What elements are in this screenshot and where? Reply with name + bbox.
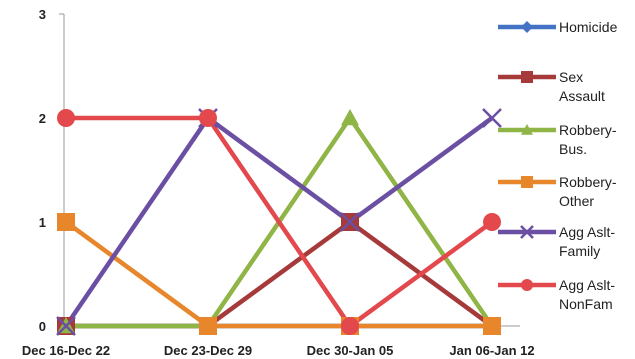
legend-item: Robbery- Other bbox=[498, 174, 617, 209]
legend-label: Family bbox=[559, 243, 600, 259]
legend-label: Other bbox=[559, 193, 594, 209]
data-point-marker bbox=[57, 213, 75, 231]
series-line bbox=[64, 220, 492, 329]
x-tick-label: Dec 16-Dec 22 bbox=[22, 343, 110, 358]
legend-swatch-marker bbox=[521, 124, 533, 135]
legend-swatch-marker bbox=[521, 279, 533, 291]
series-line bbox=[64, 114, 494, 328]
data-point-marker bbox=[57, 109, 75, 127]
legend-label: Sex bbox=[559, 69, 583, 85]
data-point-marker bbox=[340, 212, 360, 232]
legend-item: Robbery- Bus. bbox=[498, 122, 617, 157]
series-markers bbox=[56, 108, 502, 336]
legend-label: Assault bbox=[559, 88, 605, 104]
legend-item: Homicide bbox=[498, 19, 618, 35]
x-tick-label: Dec 30-Jan 05 bbox=[307, 343, 394, 358]
y-tick-label: 0 bbox=[39, 319, 46, 334]
legend-label: Homicide bbox=[559, 19, 618, 35]
y-tick-label: 3 bbox=[39, 7, 46, 22]
data-point-marker bbox=[341, 109, 359, 126]
legend-swatch-marker bbox=[521, 71, 533, 83]
series-line bbox=[66, 219, 494, 329]
y-tick-label: 2 bbox=[39, 111, 46, 126]
legend-label: Agg Aslt- bbox=[559, 224, 615, 240]
legend-label: Bus. bbox=[559, 141, 587, 157]
legend-swatch-marker bbox=[521, 21, 533, 33]
legend-label: NonFam bbox=[559, 296, 613, 312]
data-point-marker bbox=[482, 108, 502, 128]
series-line bbox=[66, 115, 494, 330]
data-point-marker bbox=[483, 317, 501, 335]
legend-swatch-marker bbox=[520, 225, 534, 239]
data-point-marker bbox=[56, 316, 76, 336]
x-tick-label: Dec 23-Dec 29 bbox=[164, 343, 252, 358]
chart-axes: 0 1 2 3 Dec 16-Dec 22 Dec 23-Dec 29 Dec 30-Jan… bbox=[22, 7, 535, 358]
legend-item: Agg Aslt- NonFam bbox=[498, 277, 615, 312]
legend-label: Agg Aslt- bbox=[559, 277, 615, 293]
x-tick-label: Jan 06-Jan 12 bbox=[449, 343, 534, 358]
legend-item: Sex Assault bbox=[498, 69, 605, 104]
legend-label: Robbery- bbox=[559, 122, 617, 138]
legend-item: Agg Aslt- Family bbox=[498, 224, 615, 259]
legend-swatch-marker bbox=[521, 176, 533, 188]
series-lines bbox=[64, 114, 494, 330]
data-point-marker bbox=[199, 317, 217, 335]
y-tick-label: 1 bbox=[39, 215, 46, 230]
legend-label: Robbery- bbox=[559, 174, 617, 190]
legend: Homicide Sex Assault Robbery- Bus. Robbery- Ot… bbox=[498, 19, 618, 312]
data-point-marker bbox=[483, 213, 501, 231]
data-point-marker bbox=[341, 317, 359, 335]
data-point-marker bbox=[199, 109, 217, 127]
